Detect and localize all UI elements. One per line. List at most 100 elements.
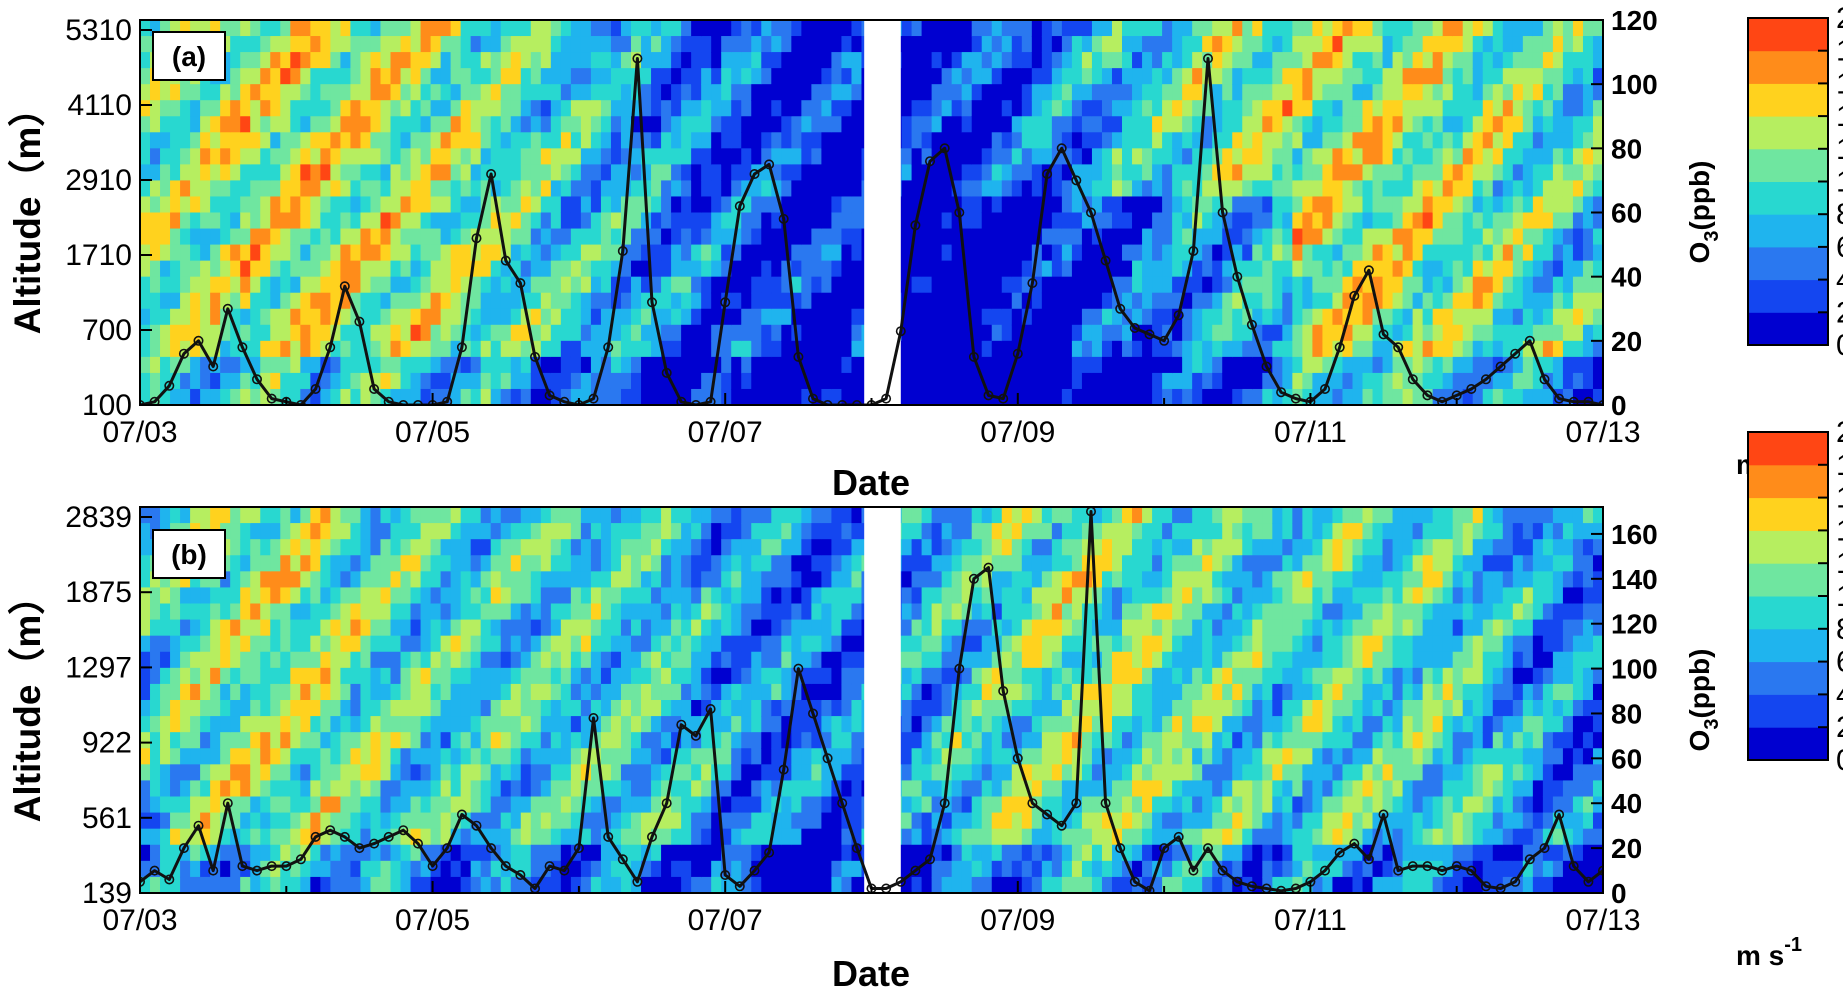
wind-cell xyxy=(1362,388,1374,405)
wind-cell xyxy=(210,196,221,214)
wind-cell xyxy=(360,828,372,846)
wind-cell xyxy=(1041,356,1053,374)
wind-cell xyxy=(911,132,923,149)
wind-cell xyxy=(530,212,542,230)
wind-cell xyxy=(791,292,802,310)
wind-cell xyxy=(1011,244,1023,262)
wind-cell xyxy=(1202,84,1213,101)
wind-cell xyxy=(1402,84,1414,101)
wind-cell xyxy=(190,732,201,749)
wind-cell xyxy=(1432,276,1444,294)
wind-cell xyxy=(290,667,301,685)
wind-cell xyxy=(721,308,732,326)
wind-cell xyxy=(1542,132,1554,149)
wind-cell xyxy=(651,780,662,798)
wind-cell xyxy=(1122,340,1133,358)
wind-cell xyxy=(1222,388,1233,405)
wind-cell xyxy=(721,244,732,262)
wind-cell xyxy=(1462,228,1474,246)
wind-cell xyxy=(1152,68,1163,85)
wind-cell xyxy=(1111,276,1123,294)
wind-cell xyxy=(1262,132,1273,149)
wind-cell xyxy=(1071,308,1083,326)
wind-cell xyxy=(1182,20,1193,37)
wind-cell xyxy=(1522,68,1534,85)
wind-cell xyxy=(420,196,432,214)
wind-cell xyxy=(260,828,271,846)
wind-cell xyxy=(1452,36,1464,53)
wind-cell xyxy=(1382,340,1394,358)
wind-cell xyxy=(1572,68,1584,85)
wind-cell xyxy=(610,555,622,572)
wind-cell xyxy=(620,292,632,310)
wind-cell xyxy=(1242,308,1253,326)
wind-cell xyxy=(1262,292,1273,310)
wind-cell xyxy=(1031,116,1043,133)
wind-cell xyxy=(1432,148,1444,165)
wind-cell xyxy=(901,292,913,310)
wind-cell xyxy=(500,539,512,556)
wind-cell xyxy=(1462,196,1474,214)
wind-cell xyxy=(320,667,331,685)
wind-cell xyxy=(290,196,301,214)
wind-cell xyxy=(1572,116,1584,133)
wind-cell xyxy=(1111,372,1123,390)
wind-cell xyxy=(1051,36,1063,53)
o3-point xyxy=(1232,271,1243,282)
wind-cell xyxy=(400,796,412,814)
wind-cell xyxy=(1592,148,1603,165)
wind-cell xyxy=(490,148,502,165)
wind-cell xyxy=(1192,84,1203,101)
wind-cell xyxy=(1562,260,1574,278)
wind-cell xyxy=(320,308,331,326)
wind-cell xyxy=(681,244,692,262)
wind-cell xyxy=(270,228,281,246)
wind-cell xyxy=(480,308,492,326)
wind-cell xyxy=(1051,260,1063,278)
wind-cell xyxy=(600,732,612,749)
wind-cell xyxy=(470,324,482,342)
wind-cell xyxy=(691,180,702,198)
wind-cell xyxy=(1532,148,1544,165)
wind-cell xyxy=(280,228,291,246)
wind-cell xyxy=(490,260,502,278)
wind-cell xyxy=(520,388,532,405)
wind-cell xyxy=(420,356,432,374)
wind-cell xyxy=(450,523,462,540)
wind-cell xyxy=(490,180,502,198)
wind-cell xyxy=(751,292,762,310)
wind-cell xyxy=(1111,180,1123,198)
wind-cell xyxy=(140,260,151,278)
wind-cell xyxy=(420,796,432,814)
wind-cell xyxy=(901,340,913,358)
wind-cell xyxy=(1422,212,1434,230)
wind-cell xyxy=(791,132,802,149)
wind-cell xyxy=(450,555,462,572)
wind-cell xyxy=(1081,20,1093,37)
wind-cell xyxy=(1212,52,1223,69)
wind-cell xyxy=(460,260,472,278)
wind-cell xyxy=(1362,260,1374,278)
wind-cell xyxy=(300,148,311,165)
wind-cell xyxy=(370,635,382,653)
wind-cell xyxy=(210,860,221,878)
wind-cell xyxy=(160,716,171,733)
wind-cell xyxy=(631,700,642,717)
wind-cell xyxy=(370,20,382,37)
wind-cell xyxy=(620,340,632,358)
wind-cell xyxy=(600,780,612,798)
wind-cell xyxy=(1011,20,1023,37)
wind-cell xyxy=(370,764,382,782)
wind-cell xyxy=(600,700,612,717)
wind-cell xyxy=(1001,212,1013,230)
wind-cell xyxy=(600,587,612,605)
wind-cell xyxy=(170,764,181,782)
wind-cell xyxy=(1402,388,1414,405)
wind-cell xyxy=(721,148,732,165)
wind-cell xyxy=(841,84,853,101)
wind-cell xyxy=(1462,212,1474,230)
wind-cell xyxy=(300,780,311,798)
wind-cell xyxy=(520,20,532,37)
wind-cell xyxy=(340,571,352,589)
wind-cell xyxy=(550,780,562,798)
